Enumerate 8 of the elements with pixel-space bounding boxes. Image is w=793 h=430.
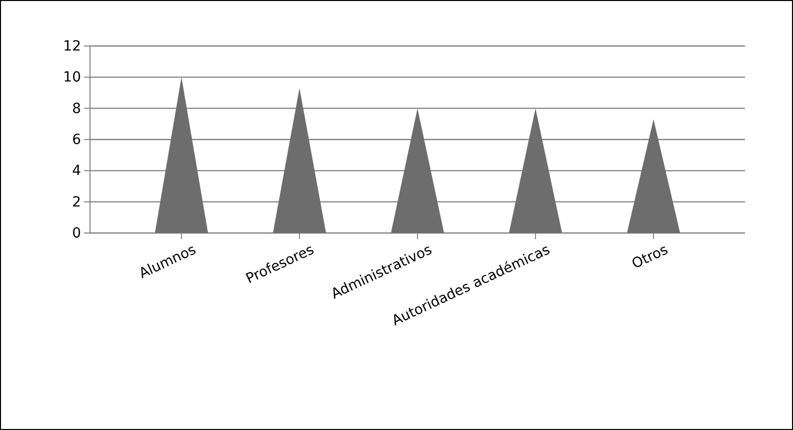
y-tick-label: 10 bbox=[63, 70, 81, 86]
y-tick-label: 2 bbox=[72, 194, 81, 210]
y-tick-label: 4 bbox=[72, 163, 82, 180]
y-tick-label: 6 bbox=[72, 132, 82, 148]
y-tick-label: 12 bbox=[63, 38, 81, 54]
y-tick-label: 0 bbox=[72, 225, 81, 242]
x-tick-label: Otros bbox=[630, 242, 671, 272]
y-tick-label: 8 bbox=[72, 100, 81, 117]
